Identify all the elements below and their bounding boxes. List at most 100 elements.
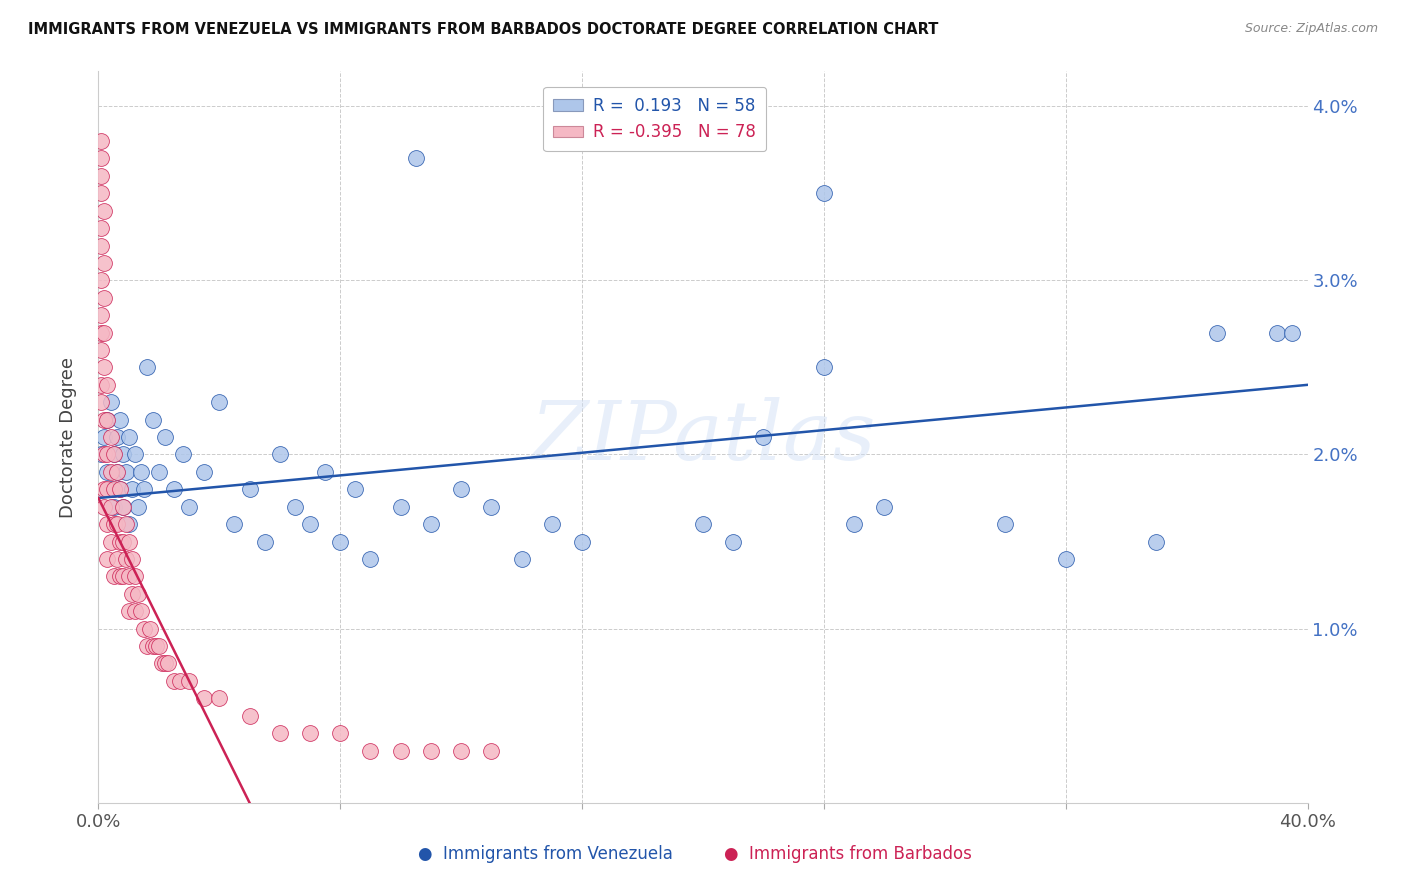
- Point: [96, 552, 118, 566]
- Point: [111, 500, 134, 514]
- Point: [540, 517, 562, 532]
- Point: [813, 186, 835, 201]
- Point: [108, 569, 131, 583]
- Point: [129, 465, 152, 479]
- Point: [114, 465, 136, 479]
- Point: [389, 743, 412, 757]
- Point: [93, 412, 115, 426]
- Point: [90, 169, 112, 183]
- Point: [100, 430, 122, 444]
- Point: [1144, 534, 1167, 549]
- Point: [93, 326, 115, 340]
- Point: [142, 639, 165, 653]
- Point: [314, 465, 336, 479]
- Point: [124, 448, 146, 462]
- Point: [813, 360, 835, 375]
- Point: [299, 726, 322, 740]
- Point: [105, 465, 128, 479]
- Point: [132, 483, 155, 497]
- Point: [253, 534, 276, 549]
- Point: [108, 534, 131, 549]
- Point: [103, 500, 125, 514]
- Point: [510, 552, 533, 566]
- Point: [105, 430, 128, 444]
- Text: ●  Immigrants from Venezuela: ● Immigrants from Venezuela: [419, 845, 673, 863]
- Text: Source: ZipAtlas.com: Source: ZipAtlas.com: [1244, 22, 1378, 36]
- Point: [90, 448, 112, 462]
- Point: [193, 691, 215, 706]
- Point: [96, 483, 118, 497]
- Point: [96, 465, 118, 479]
- Point: [93, 291, 115, 305]
- Point: [90, 326, 112, 340]
- Point: [105, 552, 128, 566]
- Point: [100, 483, 122, 497]
- Point: [142, 412, 165, 426]
- Point: [193, 465, 215, 479]
- Point: [93, 448, 115, 462]
- Point: [389, 500, 412, 514]
- Point: [420, 517, 443, 532]
- Point: [692, 517, 714, 532]
- Point: [420, 743, 443, 757]
- Point: [752, 430, 775, 444]
- Point: [208, 395, 231, 409]
- Point: [1054, 552, 1077, 566]
- Point: [124, 604, 146, 618]
- Point: [224, 517, 246, 532]
- Point: [90, 308, 112, 322]
- Point: [90, 395, 112, 409]
- Point: [100, 500, 122, 514]
- Point: [148, 639, 170, 653]
- Point: [127, 587, 149, 601]
- Point: [450, 483, 472, 497]
- Point: [96, 412, 118, 426]
- Point: [103, 569, 125, 583]
- Point: [124, 569, 146, 583]
- Point: [100, 465, 122, 479]
- Point: [118, 604, 141, 618]
- Point: [239, 708, 262, 723]
- Point: [169, 673, 191, 688]
- Point: [571, 534, 593, 549]
- Point: [481, 743, 503, 757]
- Point: [1267, 326, 1289, 340]
- Text: ZIPatlas: ZIPatlas: [530, 397, 876, 477]
- Point: [118, 569, 141, 583]
- Point: [179, 500, 201, 514]
- Point: [239, 483, 262, 497]
- Point: [121, 587, 143, 601]
- Point: [723, 534, 745, 549]
- Point: [163, 673, 186, 688]
- Point: [148, 465, 170, 479]
- Text: IMMIGRANTS FROM VENEZUELA VS IMMIGRANTS FROM BARBADOS DOCTORATE DEGREE CORRELATI: IMMIGRANTS FROM VENEZUELA VS IMMIGRANTS …: [28, 22, 938, 37]
- Point: [405, 152, 427, 166]
- Point: [100, 395, 122, 409]
- Point: [90, 152, 112, 166]
- Point: [139, 622, 162, 636]
- Point: [172, 448, 194, 462]
- Y-axis label: Doctorate Degree: Doctorate Degree: [59, 357, 77, 517]
- Point: [299, 517, 322, 532]
- Point: [114, 552, 136, 566]
- Point: [135, 639, 157, 653]
- Point: [93, 256, 115, 270]
- Point: [994, 517, 1017, 532]
- Point: [103, 483, 125, 497]
- Point: [93, 203, 115, 218]
- Point: [93, 500, 115, 514]
- Point: [100, 534, 122, 549]
- Point: [90, 343, 112, 357]
- Point: [118, 534, 141, 549]
- Point: [103, 448, 125, 462]
- Point: [111, 534, 134, 549]
- Point: [179, 673, 201, 688]
- Point: [111, 500, 134, 514]
- Point: [96, 448, 118, 462]
- Point: [360, 743, 382, 757]
- Point: [90, 377, 112, 392]
- Point: [132, 622, 155, 636]
- Point: [105, 517, 128, 532]
- Point: [90, 186, 112, 201]
- Point: [127, 500, 149, 514]
